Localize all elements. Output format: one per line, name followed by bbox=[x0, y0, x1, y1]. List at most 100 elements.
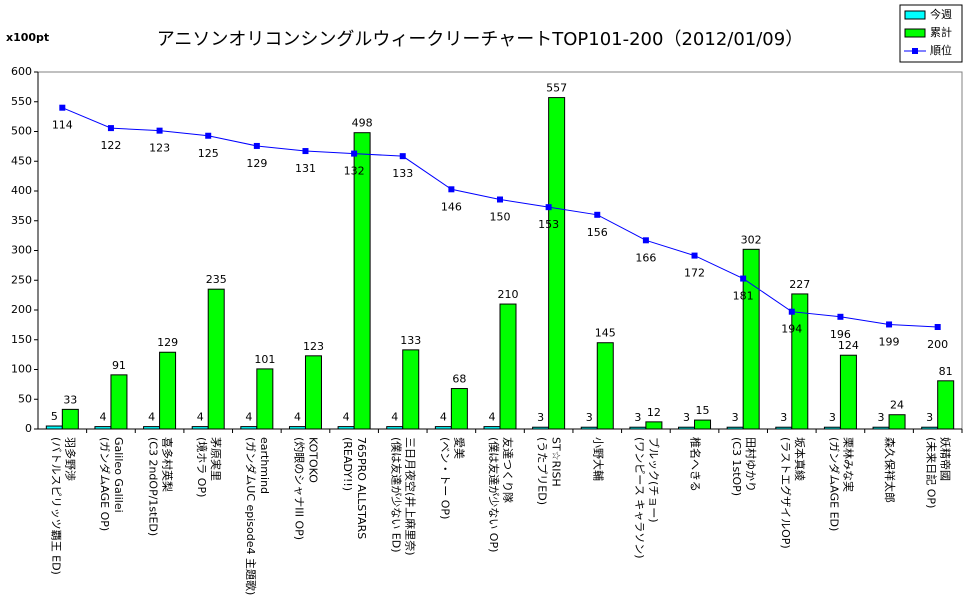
value-label: 153 bbox=[538, 218, 559, 231]
value-label: 4 bbox=[440, 411, 447, 424]
bar bbox=[921, 426, 939, 430]
bar bbox=[143, 426, 161, 430]
value-label: 3 bbox=[683, 411, 690, 424]
value-label: 4 bbox=[148, 411, 155, 424]
x-tick-label: 森久保祥太郎 bbox=[883, 437, 897, 503]
value-label: 498 bbox=[352, 117, 373, 130]
bar bbox=[337, 426, 355, 430]
bar bbox=[386, 426, 404, 430]
line-marker bbox=[740, 275, 747, 282]
value-label: 4 bbox=[294, 411, 301, 424]
line-marker bbox=[59, 104, 66, 111]
y-tick-label: 600 bbox=[11, 65, 32, 78]
bar bbox=[353, 132, 371, 430]
x-tick-label: 妖精帝國 bbox=[939, 437, 953, 481]
value-label: 81 bbox=[939, 365, 953, 378]
bar bbox=[450, 388, 468, 430]
x-tick-label: 栗林みな実 bbox=[841, 437, 855, 492]
value-label: 3 bbox=[878, 411, 885, 424]
x-tick-label: (僕は友達が少ない ED) bbox=[390, 437, 404, 553]
line-marker bbox=[351, 150, 358, 157]
value-label: 156 bbox=[587, 226, 608, 239]
legend-swatch bbox=[904, 28, 926, 38]
value-label: 199 bbox=[879, 335, 900, 348]
x-tick-label: (灼眼のシャナIII OP) bbox=[292, 437, 306, 540]
chart-title: アニソンオリコンシングルウィークリーチャートTOP101-200（2012/01… bbox=[157, 29, 803, 50]
x-tick-label: (C3 1stOP) bbox=[730, 437, 743, 496]
line-marker bbox=[837, 313, 844, 320]
line-marker bbox=[934, 324, 941, 330]
y-tick-label: 300 bbox=[11, 244, 32, 257]
value-label: 3 bbox=[926, 411, 933, 424]
bar bbox=[159, 351, 177, 430]
y-tick-label: 100 bbox=[11, 363, 32, 376]
x-tick-label: (うたプリED) bbox=[536, 437, 549, 505]
value-label: 114 bbox=[52, 119, 73, 132]
value-label: 68 bbox=[452, 373, 466, 386]
value-label: 3 bbox=[537, 411, 544, 424]
line-marker bbox=[253, 142, 260, 149]
bar bbox=[823, 426, 841, 430]
value-label: 122 bbox=[100, 139, 121, 152]
bar bbox=[256, 368, 274, 430]
x-tick-label: (ワンピース キャラソン) bbox=[633, 437, 646, 559]
value-label: 133 bbox=[400, 334, 421, 347]
value-label: 145 bbox=[595, 327, 616, 340]
value-label: 101 bbox=[254, 353, 275, 366]
x-tick-label: (C3 2ndOP/1stED) bbox=[147, 437, 160, 536]
y-tick-label: 250 bbox=[11, 273, 32, 286]
x-tick-label: (ガンダムAGE ED) bbox=[827, 437, 841, 531]
value-label: 146 bbox=[441, 200, 462, 213]
value-label: 123 bbox=[303, 340, 324, 353]
value-label: 4 bbox=[99, 411, 106, 424]
value-label: 166 bbox=[635, 251, 656, 264]
value-label: 15 bbox=[696, 404, 710, 417]
value-label: 181 bbox=[733, 290, 754, 303]
value-label: 123 bbox=[149, 142, 170, 155]
legend-label: 順位 bbox=[930, 43, 952, 57]
x-tick-label: 三日月夜空(井上麻里奈) bbox=[404, 437, 418, 556]
x-tick-label: ST☆RISH bbox=[550, 437, 563, 487]
line-marker bbox=[107, 125, 114, 132]
value-label: 210 bbox=[498, 288, 519, 301]
legend-swatch bbox=[904, 10, 926, 20]
bar bbox=[596, 342, 614, 430]
x-tick-label: 椎名へきる bbox=[689, 437, 703, 492]
y-tick-label: 0 bbox=[25, 422, 32, 435]
y-tick-label: 50 bbox=[18, 392, 32, 405]
y-tick-label: 150 bbox=[11, 333, 32, 346]
legend-marker bbox=[912, 48, 918, 54]
legend-label: 今週 bbox=[930, 7, 952, 21]
bar bbox=[434, 426, 452, 430]
x-tick-label: (ガンダムAGE OP) bbox=[98, 437, 112, 531]
bar bbox=[499, 303, 517, 430]
legend-label: 累計 bbox=[930, 25, 952, 39]
bar bbox=[45, 425, 63, 430]
bar bbox=[580, 426, 598, 430]
value-label: 3 bbox=[829, 411, 836, 424]
value-label: 200 bbox=[927, 338, 948, 351]
x-tick-label: 765PRO ALLSTARS bbox=[355, 437, 368, 539]
x-tick-label: (僕は友達が少ない OP) bbox=[487, 437, 501, 552]
x-tick-label: (未来日記 OP) bbox=[925, 437, 939, 508]
value-label: 235 bbox=[206, 273, 227, 286]
y-tick-label: 200 bbox=[11, 303, 32, 316]
value-label: 557 bbox=[546, 82, 567, 95]
value-label: 172 bbox=[684, 267, 705, 280]
line-marker bbox=[691, 252, 698, 259]
y-tick-label: 350 bbox=[11, 214, 32, 227]
y-tick-label: 450 bbox=[11, 154, 32, 167]
value-label: 24 bbox=[890, 399, 904, 412]
x-tick-label: ブルック(チョー) bbox=[647, 437, 661, 523]
bar bbox=[775, 426, 793, 430]
x-tick-label: 羽多野渉 bbox=[63, 437, 77, 481]
y-tick-label: 500 bbox=[11, 125, 32, 138]
value-label: 4 bbox=[197, 411, 204, 424]
line-marker bbox=[642, 237, 649, 244]
value-label: 196 bbox=[830, 328, 851, 341]
value-label: 129 bbox=[246, 157, 267, 170]
value-label: 194 bbox=[781, 323, 802, 336]
y-tick-label: 550 bbox=[11, 95, 32, 108]
x-tick-label: (ガンダムUC episode4 主題歌) bbox=[244, 437, 258, 595]
